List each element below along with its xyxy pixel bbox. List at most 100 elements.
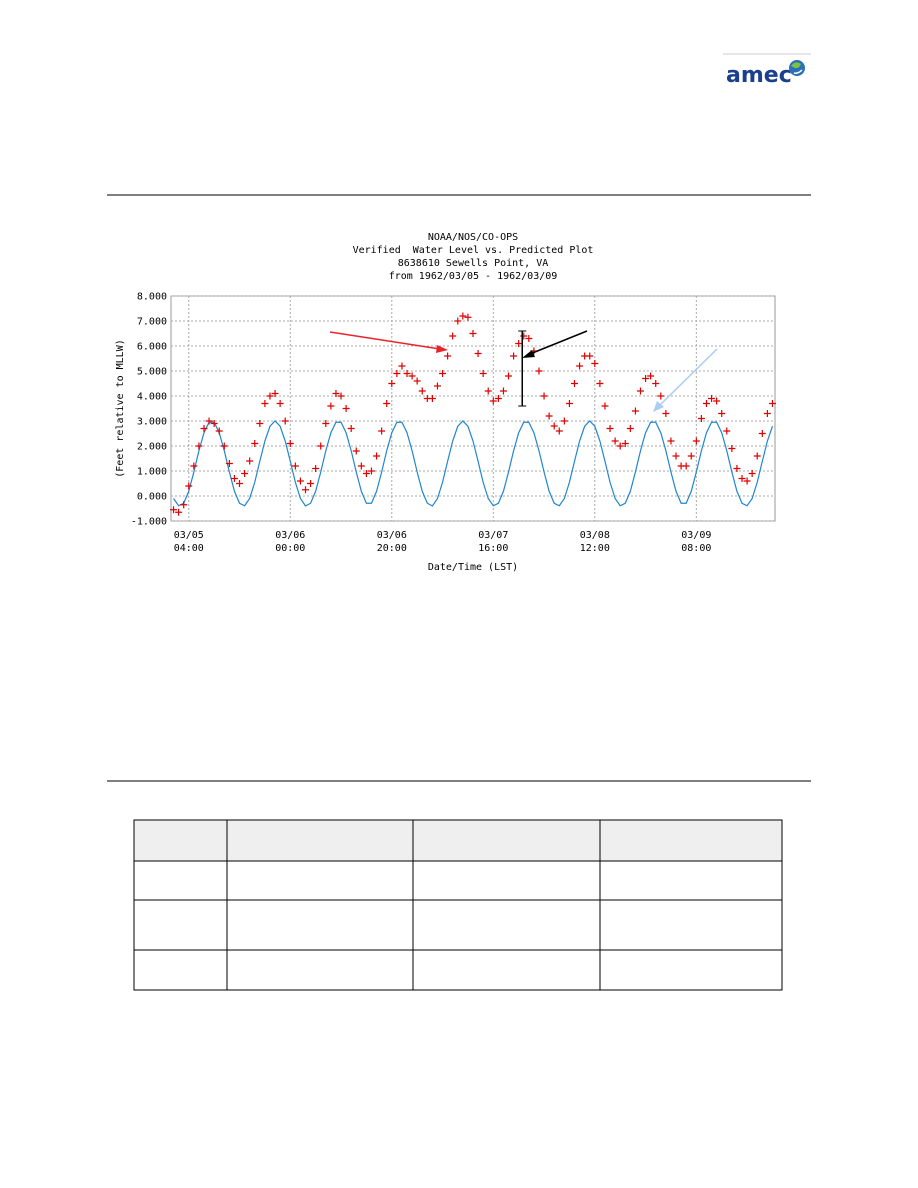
y-tick-label: -1.000 [131,517,167,528]
y-tick-label: 8.000 [137,292,167,303]
observed-marker [180,501,188,509]
observed-marker [616,442,624,450]
observed-marker [697,415,705,422]
x-tick-label: 03/06 [275,530,305,541]
x-tick-label: 03/06 [377,530,407,541]
observed-marker [357,462,365,470]
observed-marker [657,392,665,400]
x-tick-label: 20:00 [377,543,407,554]
observed-marker [317,442,325,450]
observed-marker [743,477,751,485]
observed-marker [560,417,568,425]
x-tick-label: 12:00 [580,543,610,554]
observed-marker [439,370,447,377]
chart-title: from 1962/03/05 - 1962/03/09 [389,271,558,282]
observed-marker [550,422,558,430]
observed-marker [312,465,320,472]
observed-marker [433,382,441,390]
observed-marker [682,462,690,470]
x-tick-label: 04:00 [174,543,204,554]
observed-marker [241,470,249,477]
observed-marker [555,427,563,435]
observed-marker [261,400,269,407]
table [133,819,783,991]
observed-marker [545,412,553,420]
observed-marker [611,437,619,445]
observed-marker [596,380,604,387]
observed-marker [571,380,579,387]
y-tick-label: 0.000 [137,492,167,503]
y-tick-label: 4.000 [137,392,167,403]
observed-marker [327,402,335,410]
observed-marker [586,352,594,360]
observed-marker [520,332,528,340]
observed-marker [352,447,360,455]
observed-marker [565,400,573,407]
observed-marker [307,480,315,487]
observed-marker [484,387,492,395]
y-tick-label: 5.000 [137,367,167,378]
x-tick-label: 08:00 [681,543,711,554]
observed-marker [601,402,609,410]
chart-title: NOAA/NOS/CO-OPS [428,232,518,243]
observed-marker [413,377,421,385]
observed-marker [738,475,746,482]
observed-marker [418,387,426,395]
observed-marker [195,442,203,450]
observed-marker [190,462,198,470]
observed-marker [281,417,289,425]
observed-marker [708,395,716,402]
observed-marker [718,410,726,417]
logo-text: amec [726,63,792,88]
x-tick-label: 03/09 [681,530,711,541]
observed-marker [266,392,274,400]
observed-marker [662,410,670,417]
observed-marker [210,420,218,427]
observed-marker [185,482,193,490]
observed-marker [489,397,497,405]
y-tick-label: 2.000 [137,442,167,453]
observed-marker [758,430,766,437]
observed-marker [702,400,710,407]
observed-marker [606,425,614,432]
observed-marker [728,445,736,452]
chart-title: Verified Water Level vs. Predicted Plot [353,245,594,256]
observed-marker [768,400,776,407]
chart: NOAA/NOS/CO-OPS Verified Water Level vs. … [115,232,776,573]
y-tick-label: 7.000 [137,317,167,328]
observed-marker [271,390,279,397]
observed-marker [373,452,381,460]
observed-marker [672,452,680,460]
observed-marker [296,477,304,485]
logo-globe [789,60,805,76]
chart-title: 8638610 Sewells Point, VA [398,258,549,269]
observed-marker [535,367,543,375]
observed-marker [748,470,756,477]
observed-marker [733,465,741,472]
observed-marker [398,362,406,370]
observed-marker [474,350,482,357]
observed-marker [388,380,396,387]
observed-marker [692,437,700,445]
observed-marker [200,425,208,432]
observed-marker [494,395,502,402]
observed-marker [479,370,487,377]
observed-marker [362,470,370,477]
observed-marker [636,387,644,395]
observed-marker [205,417,213,425]
observed-marker [332,390,340,397]
x-tick-label: 03/05 [174,530,204,541]
x-tick-label: 16:00 [478,543,508,554]
observed-marker [236,480,244,487]
observed-marker [408,372,416,380]
y-axis-label: (Feet relative to MLLW) [115,339,126,477]
observed-marker [175,508,183,516]
observed-marker [428,395,436,402]
observed-marker [256,420,264,427]
observed-marker [367,467,375,475]
observed-marker [723,427,731,435]
observed-marker [647,372,655,380]
observed-marker [642,375,650,382]
observed-marker [469,330,477,337]
